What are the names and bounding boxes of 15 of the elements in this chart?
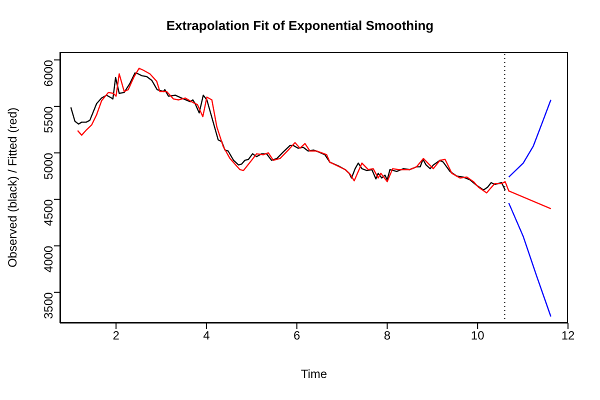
x-tick-label: 4 — [203, 328, 210, 343]
y-tick-label: 3500 — [41, 292, 56, 320]
x-tick-label: 6 — [293, 328, 300, 343]
y-tick-label: 6000 — [41, 60, 56, 87]
y-tick-label: 5000 — [41, 152, 56, 180]
y-tick-label: 4000 — [41, 246, 56, 273]
chart-title: Extrapolation Fit of Exponential Smoothing — [165, 18, 435, 33]
x-tick-label: 10 — [470, 328, 485, 343]
y-axis-title: Observed (black) / Fitted (red) — [5, 107, 20, 268]
y-tick-label: 5500 — [41, 106, 56, 134]
x-tick-label: 2 — [112, 328, 120, 343]
x-tick-label: 8 — [384, 328, 391, 343]
y-tick-label: 4500 — [41, 199, 56, 226]
x-axis-title: Time — [300, 367, 328, 381]
x-tick-label: 12 — [561, 328, 575, 343]
